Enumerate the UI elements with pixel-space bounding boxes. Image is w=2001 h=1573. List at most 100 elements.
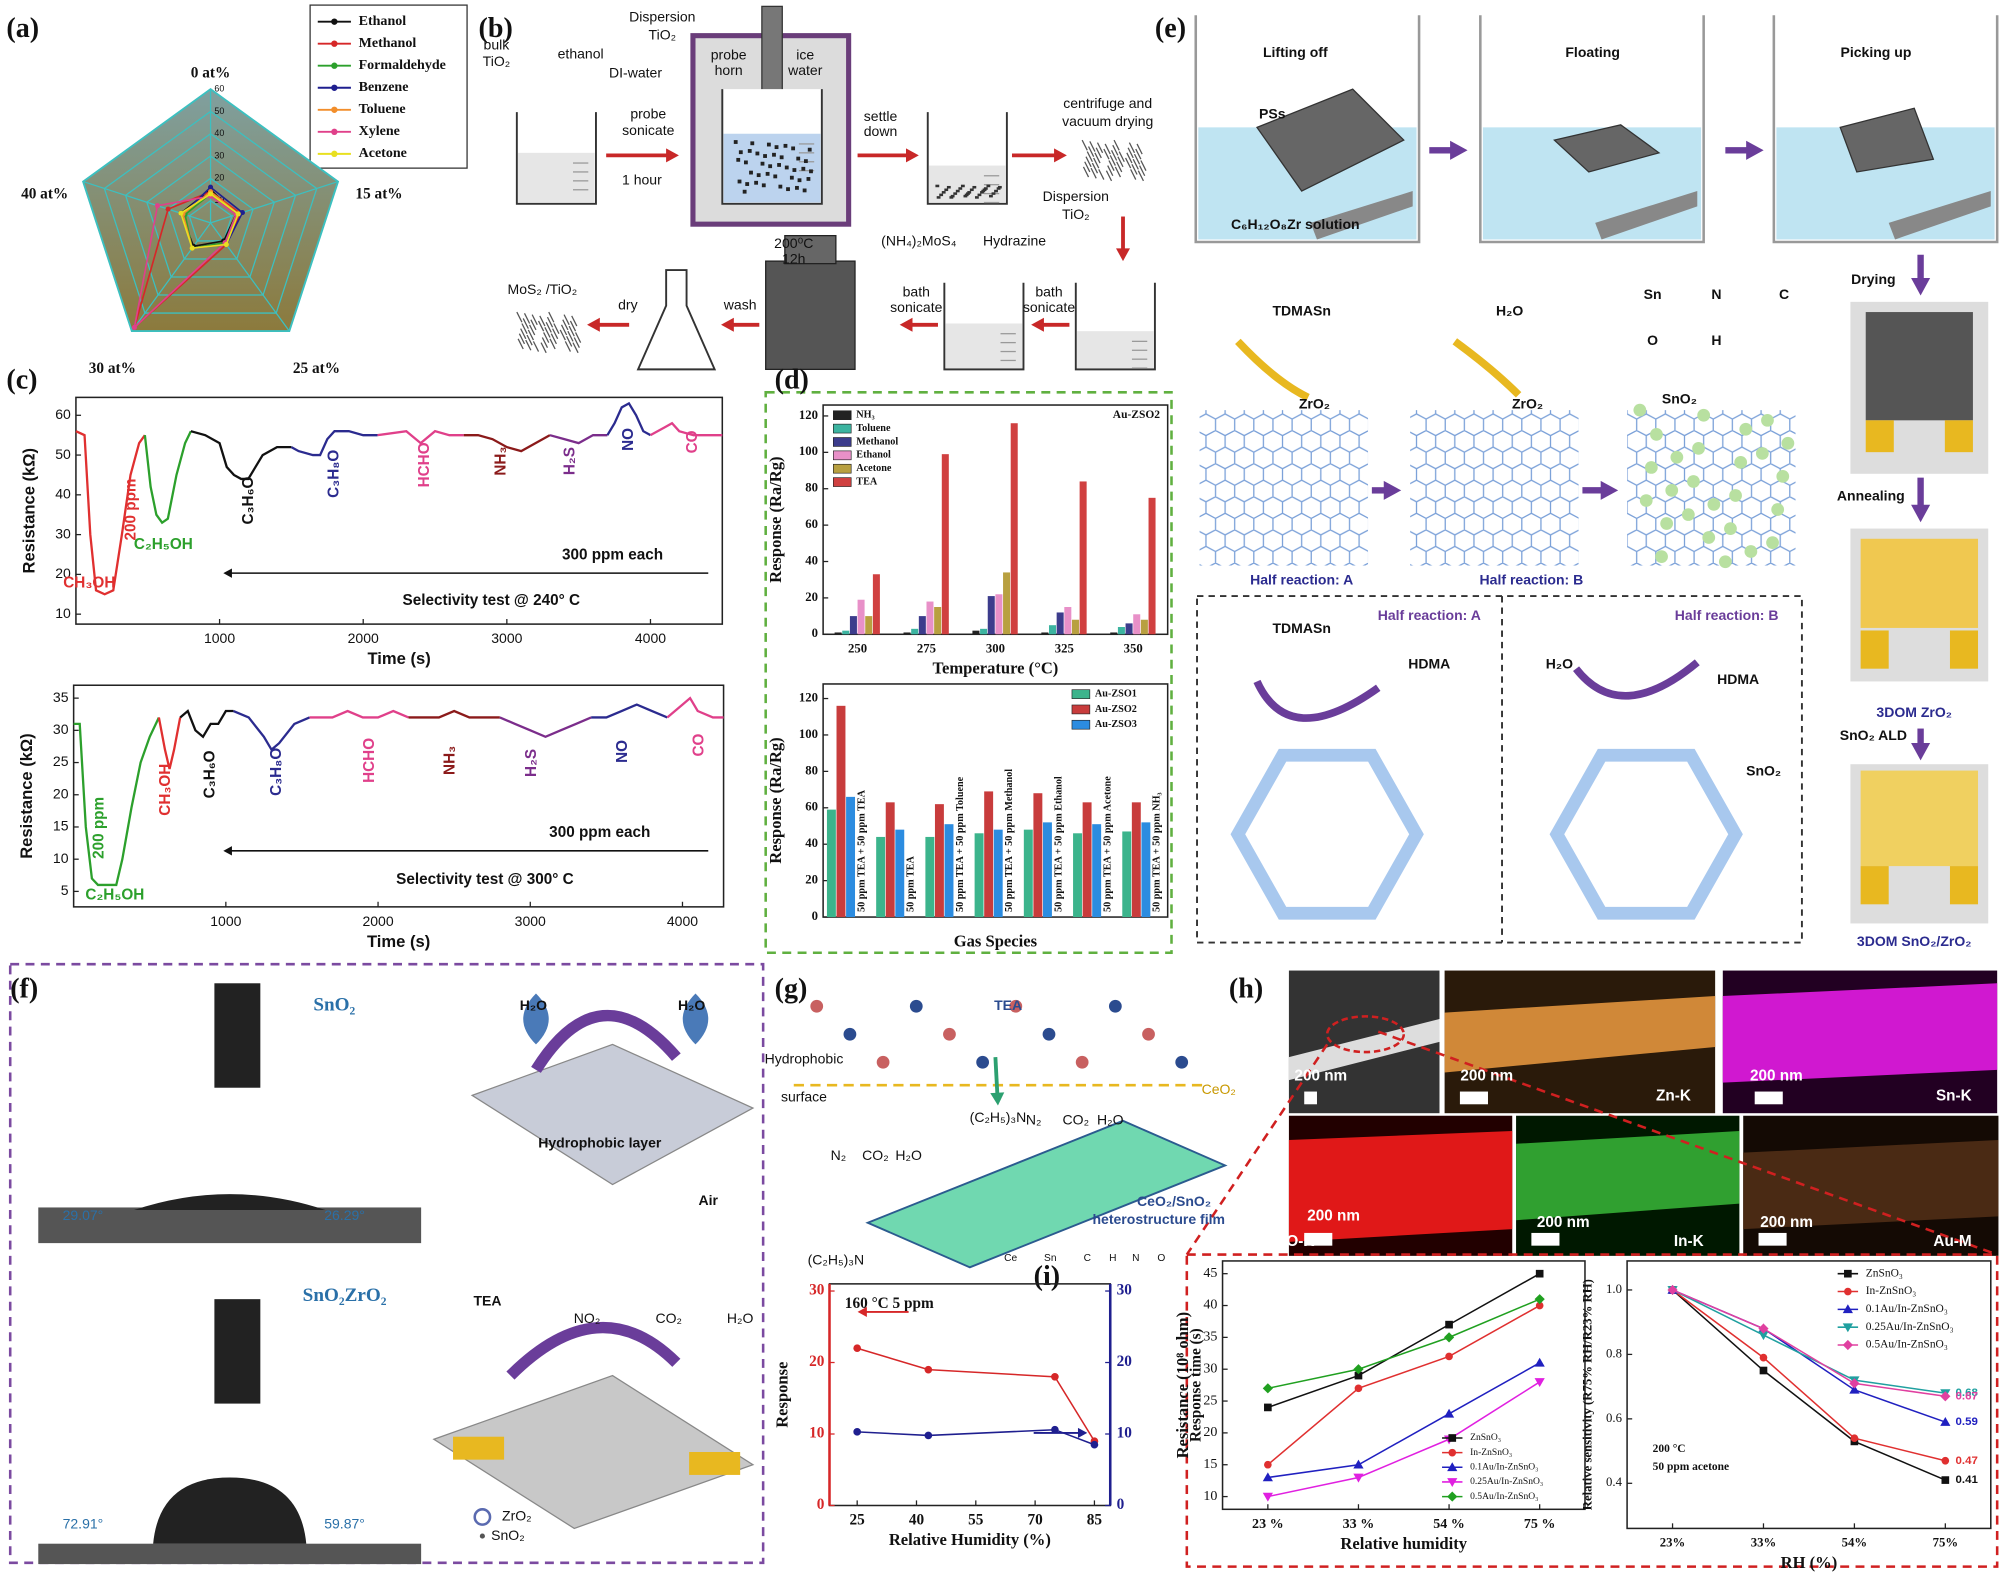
series-line <box>143 430 192 525</box>
marker <box>1940 1416 1951 1426</box>
needle <box>214 1299 261 1404</box>
fiber <box>1085 156 1092 168</box>
device-film <box>1865 312 1973 421</box>
diagram-label: In-K <box>1674 1233 1704 1250</box>
curved-arrow <box>531 1009 681 1073</box>
series-line <box>190 430 292 481</box>
bar <box>857 599 865 635</box>
molecule <box>843 1027 857 1041</box>
bar <box>1082 802 1092 918</box>
beaker-liquid <box>945 323 1023 369</box>
series-line <box>856 1347 1096 1442</box>
particle <box>756 173 761 178</box>
fiber <box>540 342 547 354</box>
arrow-head <box>906 148 919 163</box>
fiber <box>1109 155 1116 166</box>
bar <box>1148 497 1156 635</box>
marker <box>1844 1287 1852 1296</box>
y2-tick-label: 10 <box>1117 1425 1133 1442</box>
fiber <box>1095 147 1102 159</box>
grid-ring <box>188 199 233 242</box>
particle <box>765 171 770 176</box>
series-line <box>179 709 234 739</box>
ps-layer <box>1839 107 1935 173</box>
marker <box>1448 1448 1457 1457</box>
legend-swatch <box>1071 704 1091 715</box>
diagram-label: Drying <box>1851 271 1895 287</box>
diagram-label: 26.29° <box>324 1207 365 1223</box>
molecule <box>810 999 824 1013</box>
diagram-label: probe <box>630 105 666 121</box>
y-axis-label: Resistance (kΩ) <box>19 448 38 573</box>
x-tick-label: 54 % <box>1433 1517 1465 1532</box>
x-tick-label: 4000 <box>667 913 698 929</box>
y-tick-label: 40 <box>1203 1298 1217 1313</box>
y-tick-label: 100 <box>799 727 818 741</box>
diagram-label: 59.87° <box>324 1515 365 1531</box>
x-tick-label: 40 <box>909 1511 925 1528</box>
diagram-label: H <box>1711 332 1721 348</box>
fiber <box>1094 152 1101 164</box>
y2-tick-label: 0 <box>1117 1496 1125 1513</box>
panel-label: (i) <box>1034 1261 1060 1292</box>
radar-point <box>154 203 161 209</box>
particle <box>803 159 808 164</box>
bar <box>941 454 949 635</box>
legend-marker <box>331 18 338 25</box>
diagram-label: C <box>1084 1253 1091 1264</box>
legend-label: Benzene <box>359 80 409 95</box>
particle <box>761 183 766 188</box>
powder <box>946 185 951 189</box>
bar <box>1141 822 1151 918</box>
molecule <box>1108 999 1122 1013</box>
fiber <box>1127 147 1134 159</box>
diagram-label: surface <box>781 1089 827 1105</box>
diagram-label: SnO₂ ALD <box>1840 727 1907 743</box>
arrow-head <box>990 1092 1005 1106</box>
electrode <box>1949 630 1979 669</box>
fiber <box>569 320 577 332</box>
bar <box>1117 627 1125 635</box>
fiber <box>1087 146 1095 157</box>
diagram-label: ZrO₂ <box>1512 396 1543 412</box>
fiber <box>1136 143 1143 155</box>
bar <box>846 796 856 918</box>
y-tick-label: 15 <box>53 818 69 834</box>
radar-point <box>223 241 229 248</box>
ps-layer <box>1553 124 1661 173</box>
fiber <box>1132 158 1139 170</box>
y-tick-label: 20 <box>805 590 818 604</box>
arrow-head <box>721 317 734 332</box>
fiber <box>1118 151 1125 163</box>
particle <box>797 178 802 183</box>
autoclave-cap <box>784 234 837 265</box>
y-tick-label: 0 <box>812 626 818 640</box>
fiber <box>546 316 554 328</box>
particle <box>749 170 753 175</box>
x-tick-label: 50 ppm TEA + 50 ppm NH₃ <box>1152 792 1163 912</box>
bar <box>993 829 1003 918</box>
particle <box>742 189 747 194</box>
legend-label: 0.5Au/In-ZnSnO₃ <box>1866 1339 1948 1351</box>
fiber <box>1108 160 1115 171</box>
legend-label: In-ZnSnO₃ <box>1470 1447 1512 1458</box>
particle <box>774 145 779 150</box>
drop-icon <box>523 993 549 1045</box>
arrow-head <box>1077 1427 1088 1438</box>
hex-ring <box>1230 748 1424 920</box>
grid-ring <box>103 110 318 314</box>
arrow-head <box>223 846 232 856</box>
y-tick-label: 0.6 <box>1606 1411 1622 1425</box>
series-line <box>463 434 551 453</box>
legend-swatch <box>1071 719 1091 730</box>
powder <box>997 185 1002 189</box>
y-axis-label: Response (Ra/Rg) <box>766 737 785 863</box>
atom <box>1724 522 1737 535</box>
diagram-label: N <box>1711 286 1721 302</box>
drop-icon <box>682 993 709 1045</box>
particle <box>733 140 738 144</box>
fiber <box>531 314 538 326</box>
marker <box>853 1344 862 1353</box>
radar-point <box>235 211 241 217</box>
diagram-label: 200 nm <box>1460 1067 1513 1084</box>
